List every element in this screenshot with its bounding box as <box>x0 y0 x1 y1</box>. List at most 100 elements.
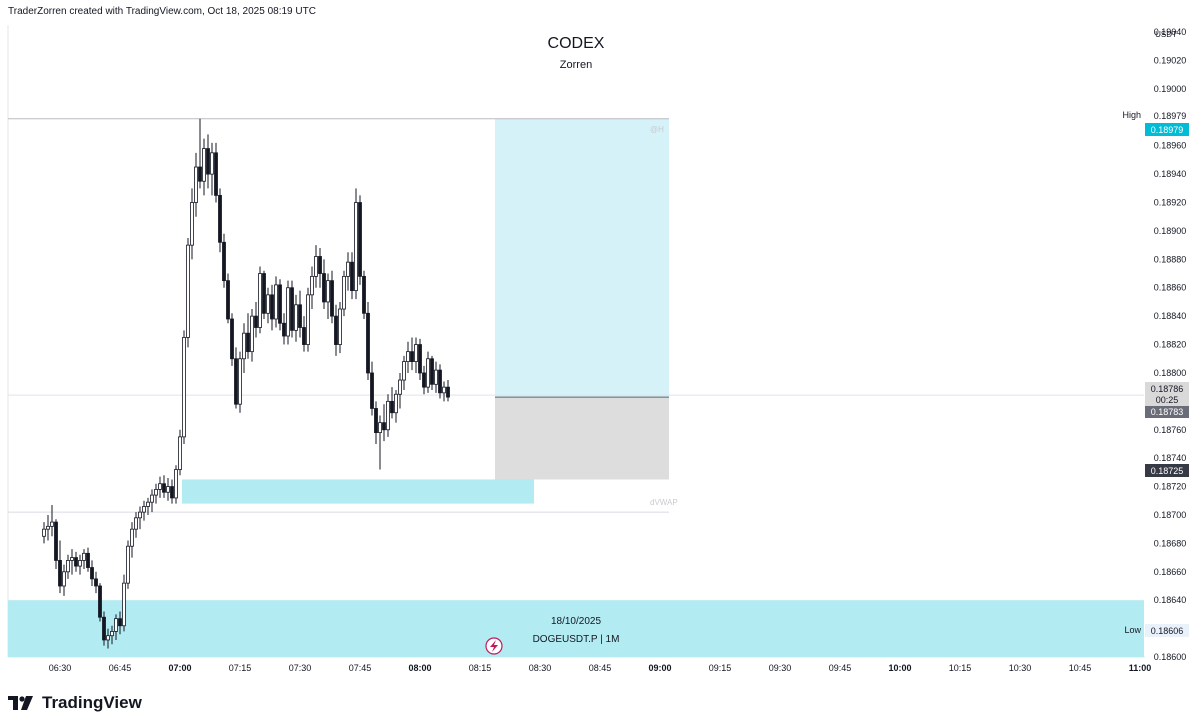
time-axis[interactable]: 06:30 06:45 07:00 07:15 07:30 07:45 08:00 08:15… <box>49 663 1152 673</box>
candle[interactable] <box>270 284 274 331</box>
candle[interactable] <box>46 514 50 541</box>
candle[interactable] <box>322 259 326 310</box>
candle[interactable] <box>406 341 410 373</box>
candle[interactable] <box>86 547 90 572</box>
candle[interactable] <box>42 522 46 544</box>
candle[interactable] <box>206 134 210 189</box>
candle[interactable] <box>306 287 310 352</box>
candle[interactable] <box>370 361 374 416</box>
upper-zone[interactable] <box>495 118 669 398</box>
candle[interactable] <box>346 252 350 291</box>
candle[interactable] <box>434 361 438 393</box>
candle[interactable] <box>298 290 302 338</box>
candle[interactable] <box>54 519 58 569</box>
candle[interactable] <box>386 394 390 437</box>
price-axis[interactable]: 0.19040 0.19020 0.19000 0.18960 0.18940 0.189… <box>1154 27 1187 662</box>
candle[interactable] <box>262 270 266 319</box>
candle[interactable] <box>394 389 398 423</box>
candle[interactable] <box>98 583 102 622</box>
candle[interactable] <box>398 372 402 409</box>
candle[interactable] <box>218 188 222 253</box>
candle[interactable] <box>162 475 166 498</box>
candle[interactable] <box>338 301 342 354</box>
candle[interactable] <box>214 142 218 203</box>
candle[interactable] <box>350 252 354 300</box>
candle[interactable] <box>78 554 82 575</box>
candle[interactable] <box>250 309 254 362</box>
candle[interactable] <box>182 330 186 444</box>
candle[interactable] <box>146 497 150 515</box>
candle[interactable] <box>110 625 114 645</box>
footer-brand[interactable]: TradingView <box>8 690 142 716</box>
candle[interactable] <box>194 152 198 217</box>
candle[interactable] <box>150 489 154 513</box>
candle[interactable] <box>330 270 334 324</box>
candle[interactable] <box>198 118 202 189</box>
candle[interactable] <box>418 338 422 381</box>
candle[interactable] <box>190 188 194 260</box>
candle[interactable] <box>242 323 246 373</box>
candle[interactable] <box>62 564 66 596</box>
candle[interactable] <box>274 276 278 328</box>
candle[interactable] <box>174 465 178 504</box>
candle[interactable] <box>286 280 290 345</box>
candle[interactable] <box>266 287 270 324</box>
candle[interactable] <box>210 142 214 196</box>
candle[interactable] <box>138 506 142 530</box>
candle[interactable] <box>154 483 158 504</box>
candle[interactable] <box>238 351 242 413</box>
candle[interactable] <box>430 355 434 390</box>
candle[interactable] <box>170 479 174 504</box>
candle[interactable] <box>290 280 294 338</box>
candle[interactable] <box>426 351 430 393</box>
candle[interactable] <box>74 551 78 572</box>
candle[interactable] <box>222 233 226 288</box>
candle[interactable] <box>126 540 130 589</box>
lightning-icon[interactable] <box>485 637 503 655</box>
candle[interactable] <box>254 301 258 338</box>
candle[interactable] <box>446 380 450 402</box>
candle[interactable] <box>186 238 190 348</box>
candle[interactable] <box>410 337 414 371</box>
candle[interactable] <box>366 301 370 381</box>
candle[interactable] <box>82 549 86 569</box>
candle[interactable] <box>318 247 322 288</box>
candle[interactable] <box>142 500 146 521</box>
candle[interactable] <box>178 429 182 476</box>
candle[interactable] <box>354 188 358 300</box>
candle[interactable] <box>94 571 98 594</box>
candle[interactable] <box>134 512 138 538</box>
candle[interactable] <box>302 316 306 352</box>
candle[interactable] <box>442 381 446 402</box>
candle[interactable] <box>66 554 70 579</box>
candle[interactable] <box>422 365 426 395</box>
candle[interactable] <box>334 304 338 356</box>
candle[interactable] <box>282 313 286 345</box>
candle[interactable] <box>414 337 418 373</box>
candle[interactable] <box>342 270 346 317</box>
candle[interactable] <box>294 294 298 342</box>
candle[interactable] <box>58 540 62 594</box>
candle[interactable] <box>122 574 126 632</box>
candle[interactable] <box>226 273 230 324</box>
candle[interactable] <box>278 279 282 331</box>
candle[interactable] <box>438 364 442 399</box>
bottom-zone[interactable] <box>8 600 1144 657</box>
candle[interactable] <box>106 628 110 649</box>
candle[interactable] <box>202 138 206 196</box>
candle[interactable] <box>70 549 74 575</box>
candle[interactable] <box>246 313 250 359</box>
candle[interactable] <box>50 505 54 537</box>
candle[interactable] <box>326 273 330 319</box>
candle[interactable] <box>390 387 394 419</box>
candle[interactable] <box>314 245 318 288</box>
candle[interactable] <box>378 415 382 470</box>
candle[interactable] <box>90 560 94 586</box>
candle[interactable] <box>362 270 366 319</box>
candle[interactable] <box>258 266 262 334</box>
candle[interactable] <box>118 611 122 635</box>
mid-zone[interactable] <box>182 479 534 504</box>
candle[interactable] <box>310 266 314 310</box>
candle[interactable] <box>234 347 238 409</box>
candle[interactable] <box>102 611 106 646</box>
